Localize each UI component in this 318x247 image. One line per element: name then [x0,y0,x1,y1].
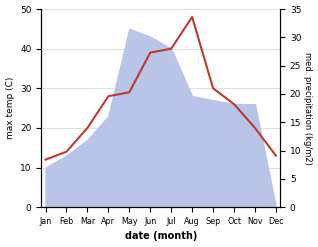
Y-axis label: max temp (C): max temp (C) [5,77,15,139]
Y-axis label: med. precipitation (kg/m2): med. precipitation (kg/m2) [303,52,313,165]
X-axis label: date (month): date (month) [125,231,197,242]
